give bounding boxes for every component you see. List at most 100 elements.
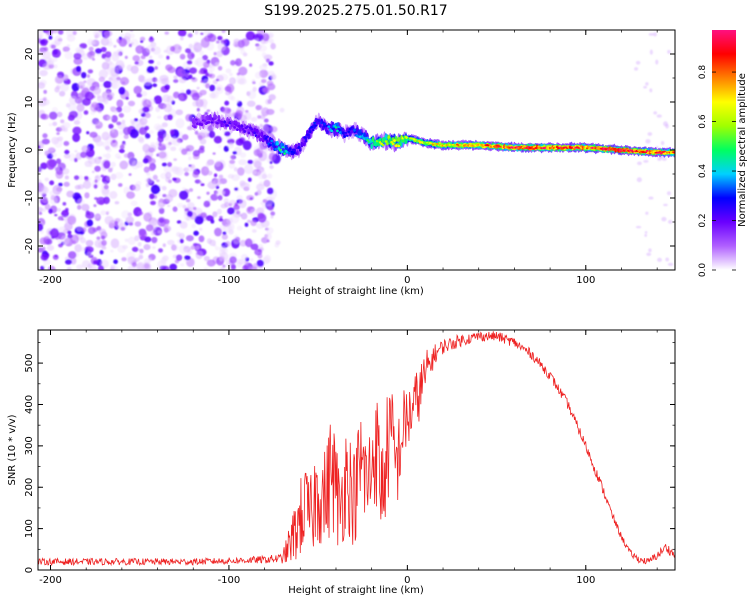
spectrogram-y-tick-label: -10 [24, 190, 35, 206]
heatmap-noise-cell [259, 114, 266, 120]
heatmap-noise-cell [121, 119, 126, 124]
heatmap-noise-cell [149, 130, 154, 135]
heatmap-ridge-cell [210, 121, 214, 124]
heatmap-noise-cell [644, 233, 648, 237]
heatmap-ridge-cell [327, 125, 331, 129]
heatmap-noise-cell [233, 167, 238, 172]
heatmap-noise-cell [68, 103, 77, 112]
heatmap-noise-cell [217, 35, 223, 41]
heatmap-noise-cell [270, 74, 276, 80]
heatmap-noise-cell [180, 36, 184, 41]
heatmap-noise-cell [185, 235, 194, 242]
heatmap-noise-cell [104, 51, 112, 58]
heatmap-ridge-cell [672, 151, 675, 154]
heatmap-noise-cell [665, 123, 669, 129]
heatmap-ridge-cell [250, 128, 254, 131]
heatmap-noise-cell [643, 159, 649, 163]
heatmap-noise-cell [193, 230, 199, 236]
heatmap-noise-cell [99, 250, 104, 255]
heatmap-noise-cell [110, 78, 121, 90]
heatmap-noise-cell [244, 222, 249, 227]
heatmap-noise-cell [197, 135, 203, 141]
heatmap-noise-cell [257, 115, 262, 119]
heatmap-noise-cell [142, 143, 151, 153]
colorbar: 0.0 0.2 0.4 0.6 0.8 Normalized spectral ampl… [698, 30, 748, 277]
heatmap-noise-cell [234, 43, 239, 47]
heatmap-noise-cell [216, 50, 224, 58]
heatmap-noise-cell [172, 91, 180, 99]
heatmap-noise-cell [127, 212, 133, 217]
heatmap-noise-cell [138, 254, 144, 260]
heatmap-noise-cell [110, 238, 120, 249]
heatmap-noise-cell [159, 78, 168, 84]
heatmap-noise-cell [93, 204, 97, 208]
heatmap-noise-cell [240, 49, 246, 55]
heatmap-ridge-cell [334, 126, 338, 129]
heatmap-noise-cell [82, 180, 92, 189]
heatmap-noise-cell [138, 108, 144, 114]
heatmap-noise-cell [63, 181, 70, 187]
heatmap-noise-cell [108, 92, 115, 97]
heatmap-noise-cell [150, 142, 156, 147]
heatmap-ridge-cell [394, 144, 398, 148]
heatmap-noise-cell [225, 240, 231, 247]
heatmap-noise-cell [38, 207, 43, 213]
heatmap-noise-cell [257, 169, 267, 180]
heatmap-noise-cell [49, 180, 55, 186]
heatmap-noise-cell [109, 106, 115, 111]
heatmap-noise-cell [236, 225, 243, 231]
heatmap-noise-cell [72, 30, 77, 36]
heatmap-ridge-cell [243, 129, 247, 133]
heatmap-noise-cell [92, 30, 103, 38]
heatmap-noise-cell [269, 160, 273, 165]
heatmap-noise-cell [175, 254, 183, 261]
heatmap-noise-cell [47, 57, 55, 66]
colorbar-tick-label: 0.2 [698, 213, 708, 227]
heatmap-noise-cell [173, 158, 178, 161]
heatmap-noise-cell [179, 53, 186, 60]
heatmap-ridge-cell [341, 131, 345, 135]
heatmap-noise-cell [268, 61, 274, 66]
heatmap-noise-cell [169, 263, 177, 270]
heatmap-noise-cell [62, 46, 70, 52]
heatmap-noise-cell [266, 80, 274, 86]
heatmap-noise-cell [83, 110, 89, 115]
heatmap-noise-cell [148, 144, 157, 153]
heatmap-noise-cell [101, 239, 107, 246]
heatmap-noise-cell [81, 145, 90, 153]
heatmap-noise-cell [61, 167, 70, 175]
heatmap-noise-cell [215, 160, 221, 168]
heatmap-noise-cell [203, 200, 211, 208]
snr-panel: -200 -100 0 100 0 100 200 300 400 500 Height of … [7, 329, 676, 596]
figure-title: S199.2025.275.01.50.R17 [264, 3, 447, 19]
heatmap-noise-cell [256, 44, 262, 50]
heatmap-noise-cell [224, 100, 230, 106]
heatmap-noise-cell [191, 223, 197, 229]
heatmap-noise-cell [266, 239, 270, 243]
heatmap-noise-cell [131, 262, 137, 268]
heatmap-noise-cell [88, 164, 93, 168]
heatmap-noise-cell [203, 255, 210, 262]
heatmap-noise-cell [655, 59, 659, 65]
heatmap-noise-cell [206, 191, 210, 195]
heatmap-noise-cell [41, 138, 50, 145]
heatmap-ridge-cell [271, 143, 275, 146]
heatmap-noise-cell [268, 206, 274, 211]
heatmap-noise-cell [214, 246, 220, 251]
heatmap-noise-cell [218, 217, 224, 222]
heatmap-ridge-cell [384, 140, 388, 143]
heatmap-noise-cell [164, 31, 169, 35]
spectrogram-x-tick-label: -200 [39, 275, 62, 286]
heatmap-noise-cell [178, 94, 185, 101]
heatmap-noise-cell [72, 240, 76, 245]
heatmap-ridge-cell [258, 133, 262, 136]
heatmap-ridge-cell [270, 139, 274, 143]
heatmap-ridge-cell [323, 122, 326, 126]
heatmap-noise-cell [122, 105, 132, 113]
heatmap-noise-cell [221, 30, 226, 33]
heatmap-noise-cell [86, 74, 91, 78]
heatmap-noise-cell [151, 231, 156, 236]
heatmap-noise-cell [262, 199, 268, 203]
heatmap-noise-cell [114, 171, 124, 179]
heatmap-noise-cell [135, 45, 144, 54]
